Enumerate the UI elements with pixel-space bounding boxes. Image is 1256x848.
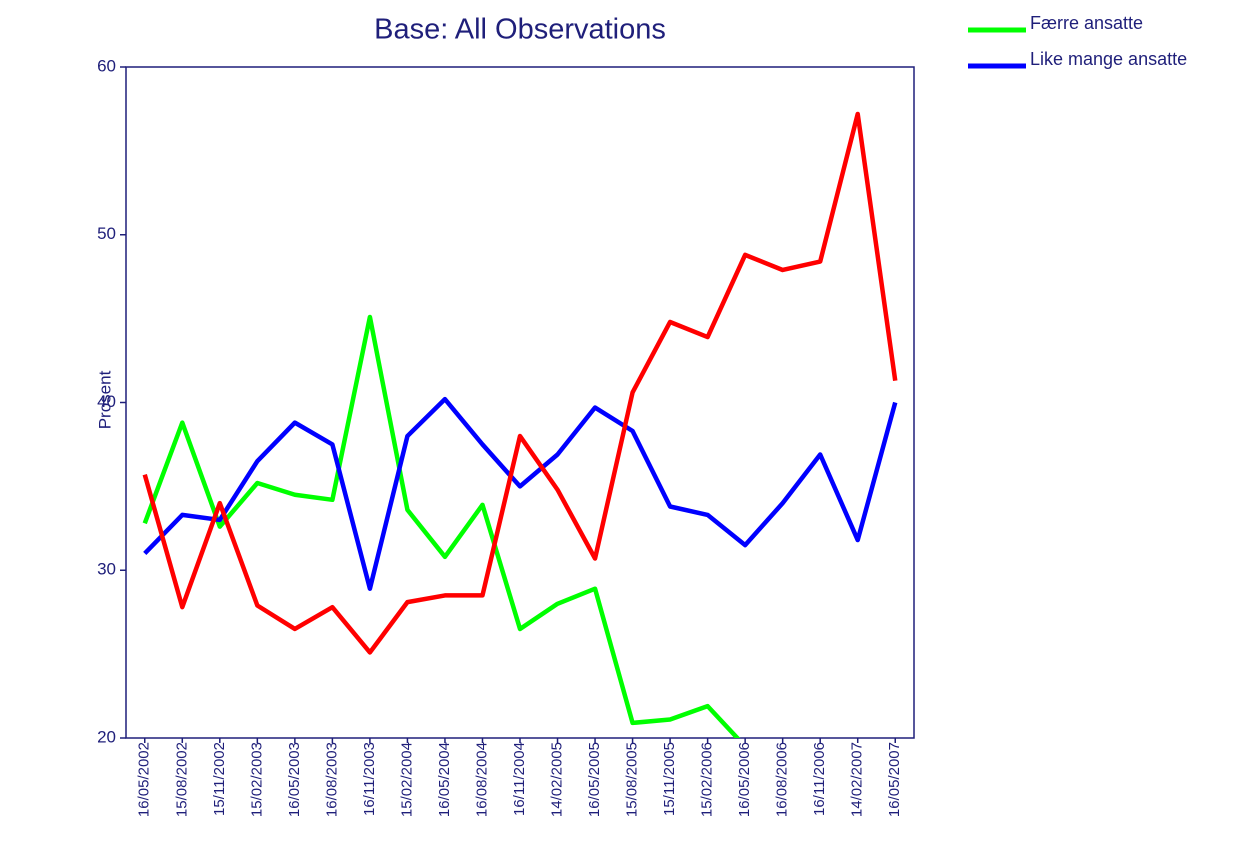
x-tick-label: 16/05/2002 (136, 742, 153, 817)
x-tick-label: 16/11/2004 (511, 742, 528, 816)
x-tick-label: 15/02/2006 (699, 742, 716, 817)
x-tick-label: 16/08/2003 (323, 742, 340, 817)
x-tick-label: 14/02/2007 (849, 742, 866, 817)
x-tick-label: 15/02/2003 (248, 742, 265, 817)
x-tick-label: 15/08/2005 (624, 742, 641, 817)
y-tick-label: 30 (97, 560, 116, 579)
y-tick-label: 60 (97, 56, 116, 75)
y-tick-label: 50 (97, 224, 116, 243)
y-axis-label: Prosent (95, 370, 114, 429)
x-tick-label: 16/11/2003 (361, 742, 378, 816)
x-tick-label: 14/02/2005 (548, 742, 565, 817)
series-line (142, 111, 898, 655)
x-tick-label: 16/05/2007 (886, 742, 903, 817)
plot-area (142, 111, 898, 738)
legend-label: Færre ansatte (1030, 13, 1143, 33)
x-tick-label: 16/05/2004 (436, 742, 453, 817)
x-tick-label: 15/08/2002 (173, 742, 190, 817)
x-tick-label: 15/11/2005 (661, 742, 678, 816)
x-tick-label: 16/05/2003 (286, 742, 303, 817)
x-tick-label: 16/11/2006 (811, 742, 828, 816)
y-tick-label: 20 (97, 727, 116, 746)
legend-label: Like mange ansatte (1030, 49, 1187, 69)
series-line (143, 396, 898, 591)
x-tick-label: 15/02/2004 (398, 742, 415, 817)
x-tick-label: 15/11/2002 (211, 742, 228, 816)
x-tick-label: 16/08/2004 (473, 742, 490, 817)
chart-title: Base: All Observations (374, 14, 666, 46)
x-tick-label: 16/05/2006 (736, 742, 753, 817)
x-tick-label: 16/05/2005 (586, 742, 603, 817)
y-tick-label: 40 (97, 392, 116, 411)
series-line (142, 314, 741, 738)
plot-frame (125, 66, 915, 739)
x-tick-label: 16/08/2006 (774, 742, 791, 817)
